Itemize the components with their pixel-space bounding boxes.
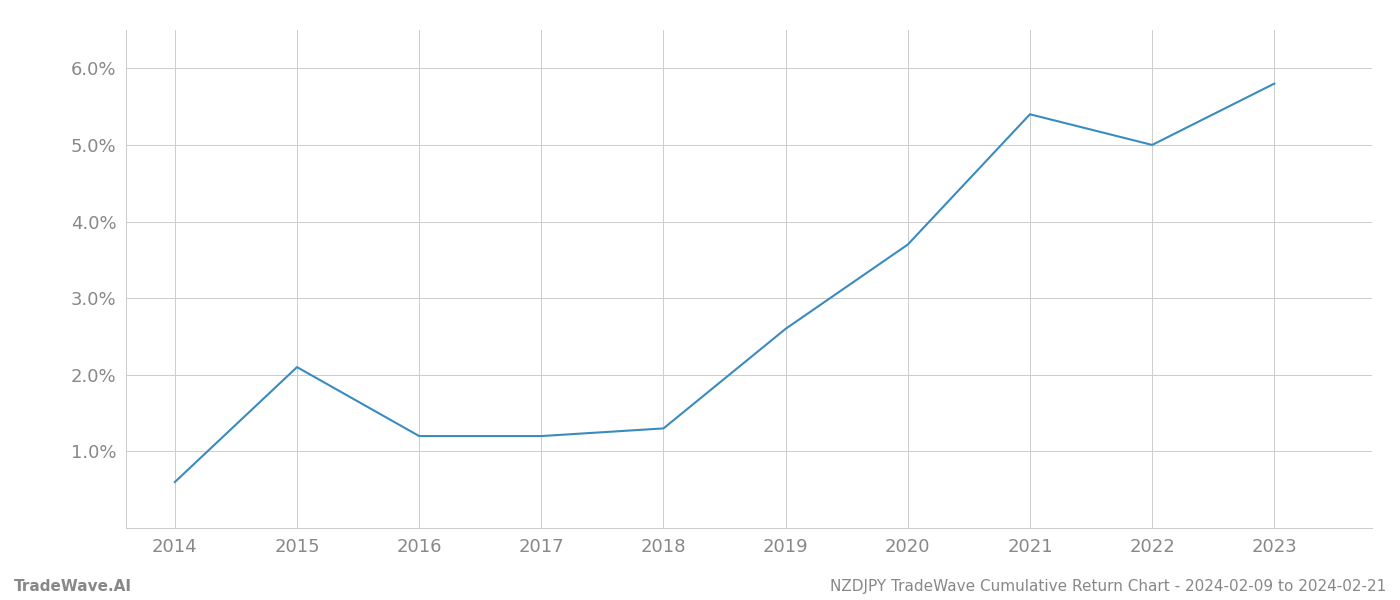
Text: TradeWave.AI: TradeWave.AI — [14, 579, 132, 594]
Text: NZDJPY TradeWave Cumulative Return Chart - 2024-02-09 to 2024-02-21: NZDJPY TradeWave Cumulative Return Chart… — [830, 579, 1386, 594]
